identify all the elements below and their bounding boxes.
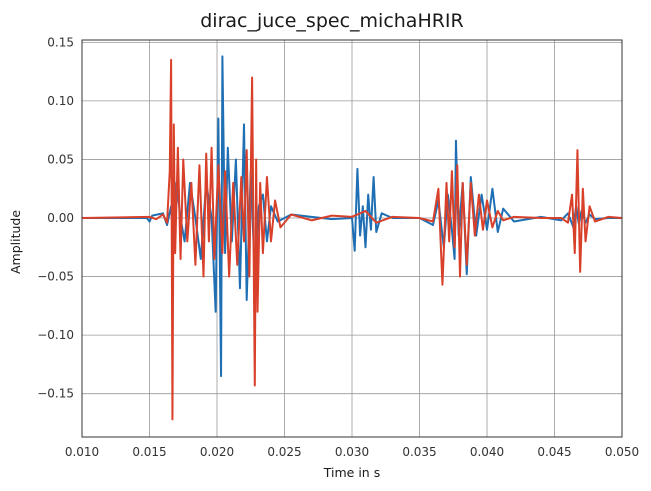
x-axis-ticks: 0.010 0.015 0.020 0.025 0.030 0.035 0.040 0.045… <box>65 445 639 459</box>
chart-title: dirac_juce_spec_michaHRIR <box>200 10 464 32</box>
x-tick-label: 0.020 <box>200 445 234 459</box>
y-axis-label: Amplitude <box>8 210 23 274</box>
y-tick-label: −0.05 <box>37 270 74 284</box>
y-tick-label: 0.10 <box>47 94 74 108</box>
y-tick-label: −0.15 <box>37 387 74 401</box>
x-axis-label: Time in s <box>323 465 380 480</box>
y-tick-label: 0.15 <box>47 35 74 49</box>
plot-frame <box>81 39 623 438</box>
x-tick-label: 0.040 <box>470 445 504 459</box>
y-tick-label: 0.05 <box>47 152 74 166</box>
x-tick-label: 0.045 <box>537 445 571 459</box>
x-tick-label: 0.025 <box>267 445 301 459</box>
y-axis-ticks: 0.15 0.10 0.05 0.00 −0.05 −0.10 −0.15 <box>37 35 74 400</box>
x-tick-label: 0.030 <box>335 445 369 459</box>
x-tick-label: 0.035 <box>402 445 436 459</box>
x-tick-label: 0.050 <box>605 445 639 459</box>
x-tick-label: 0.010 <box>65 445 99 459</box>
x-tick-label: 0.015 <box>132 445 166 459</box>
series-line-2 <box>81 58 623 421</box>
series-layer <box>81 55 623 421</box>
y-tick-label: 0.00 <box>47 211 74 225</box>
y-tick-label: −0.10 <box>37 328 74 342</box>
